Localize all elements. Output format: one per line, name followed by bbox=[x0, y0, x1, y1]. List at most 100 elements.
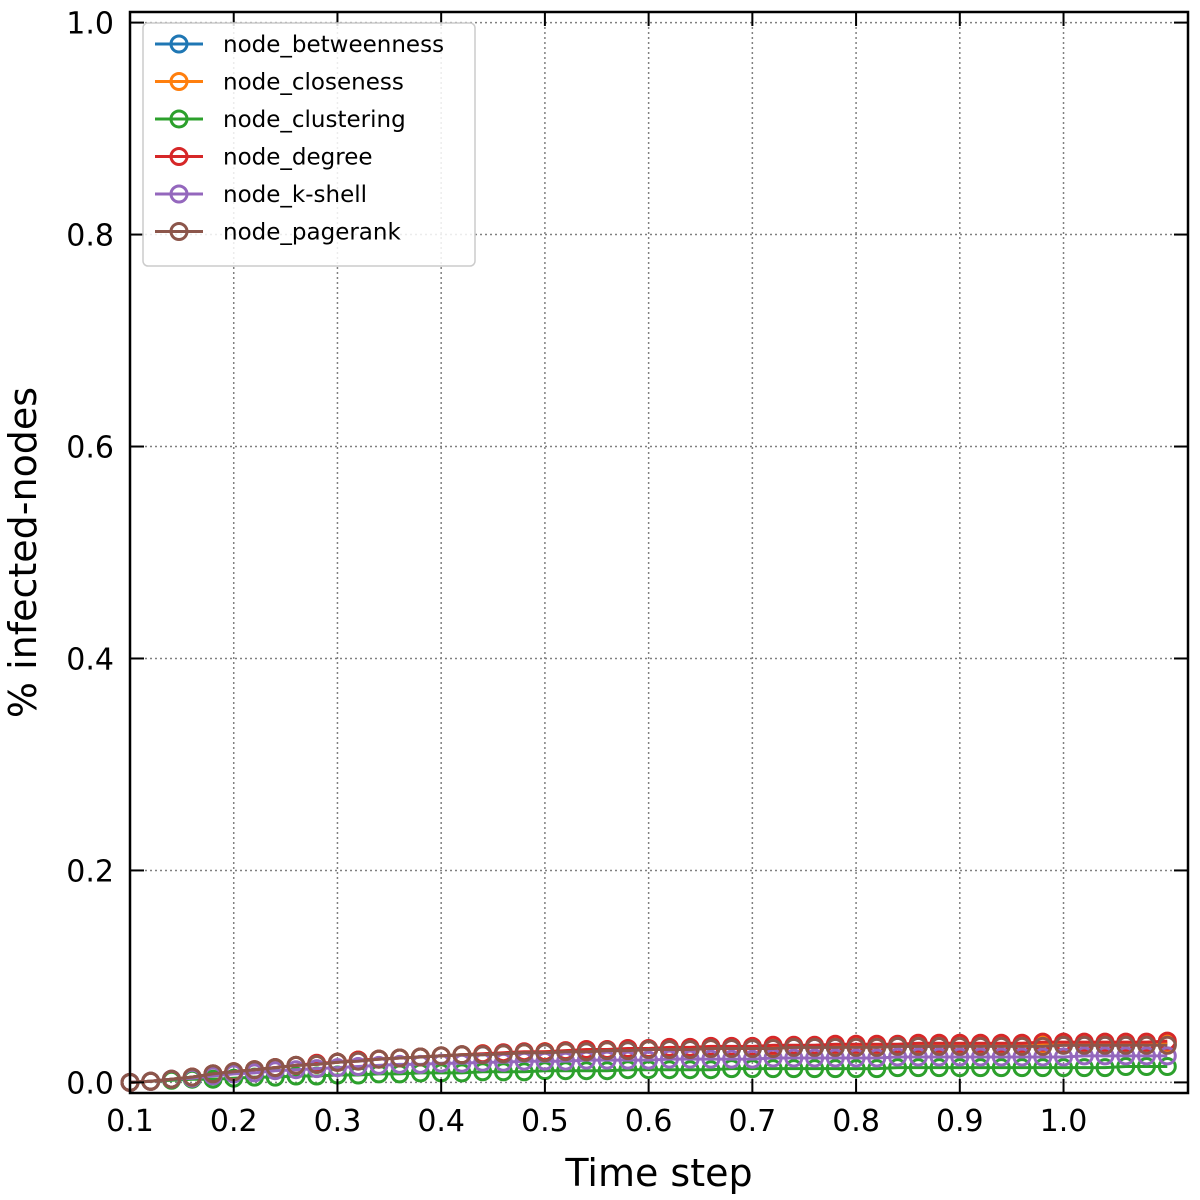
data-point bbox=[1095, 1046, 1115, 1066]
plot-frame bbox=[128, 10, 1190, 1095]
data-point bbox=[1157, 1046, 1177, 1066]
data-point bbox=[182, 1067, 202, 1087]
data-point bbox=[825, 1037, 845, 1057]
data-point bbox=[473, 1045, 493, 1065]
legend-swatch-marker bbox=[169, 222, 189, 241]
legend-label: node_degree bbox=[223, 145, 373, 171]
series-node_pagerank bbox=[120, 1035, 1177, 1092]
data-point bbox=[701, 1039, 721, 1058]
legend-label: node_pagerank bbox=[223, 220, 401, 246]
x-tick-label: 0.2 bbox=[210, 1104, 258, 1139]
data-point bbox=[493, 1044, 513, 1064]
data-point bbox=[245, 1060, 264, 1080]
data-point bbox=[950, 1047, 970, 1067]
legend-swatch-marker bbox=[169, 72, 189, 91]
data-point bbox=[410, 1047, 430, 1067]
data-point bbox=[991, 1036, 1011, 1056]
legend-swatch-marker bbox=[169, 147, 189, 166]
y-tick-label: 0.4 bbox=[66, 642, 114, 677]
data-point bbox=[1137, 1035, 1156, 1055]
data-point bbox=[659, 1060, 679, 1080]
data-point bbox=[514, 1062, 534, 1082]
x-tick-label: 0.7 bbox=[728, 1104, 776, 1139]
y-tick-label: 0.0 bbox=[66, 1066, 114, 1101]
data-point bbox=[1054, 1035, 1073, 1055]
data-point bbox=[991, 1047, 1011, 1067]
data-point bbox=[659, 1049, 679, 1069]
data-point bbox=[908, 1036, 928, 1056]
data-point bbox=[556, 1042, 576, 1062]
data-point bbox=[929, 1036, 949, 1056]
data-point bbox=[1074, 1058, 1094, 1078]
data-point bbox=[390, 1048, 410, 1068]
legend-entry: node_pagerank bbox=[155, 220, 401, 246]
legend-label: node_k-shell bbox=[223, 182, 367, 208]
legend-swatch-marker bbox=[169, 109, 189, 129]
data-point bbox=[950, 1036, 970, 1056]
data-point bbox=[1033, 1047, 1053, 1067]
data-point bbox=[888, 1058, 908, 1078]
data-point bbox=[1116, 1046, 1136, 1066]
data-point bbox=[1157, 1057, 1177, 1076]
data-point bbox=[1074, 1046, 1094, 1066]
data-point bbox=[535, 1043, 555, 1063]
y-tick-label: 0.8 bbox=[66, 219, 114, 254]
data-point bbox=[929, 1058, 949, 1078]
legend-swatch-marker bbox=[169, 184, 189, 204]
data-point bbox=[722, 1049, 742, 1069]
x-tick-label: 0.5 bbox=[521, 1104, 569, 1139]
data-point bbox=[929, 1047, 949, 1067]
data-point bbox=[328, 1058, 347, 1078]
data-point bbox=[1116, 1057, 1136, 1076]
data-point bbox=[1033, 1036, 1053, 1056]
data-point bbox=[1054, 1058, 1073, 1078]
data-point bbox=[1137, 1046, 1156, 1066]
data-point bbox=[1157, 1035, 1177, 1055]
data-point bbox=[286, 1066, 306, 1086]
data-point bbox=[576, 1042, 596, 1062]
data-point bbox=[867, 1037, 887, 1057]
data-point bbox=[369, 1055, 389, 1075]
x-tick-label: 1.0 bbox=[1040, 1104, 1088, 1139]
data-point bbox=[452, 1063, 472, 1083]
legend-entry: node_betweenness bbox=[155, 32, 444, 58]
data-point bbox=[805, 1059, 825, 1079]
data-point bbox=[1074, 1035, 1094, 1055]
data-point bbox=[805, 1037, 825, 1057]
y-tick-label: 0.6 bbox=[66, 431, 114, 466]
data-point bbox=[763, 1039, 783, 1058]
data-point bbox=[618, 1041, 638, 1061]
y-axis-label: % infected-nodes bbox=[1, 387, 45, 718]
data-point bbox=[846, 1037, 866, 1057]
y-tick-label: 1.0 bbox=[66, 7, 114, 42]
data-point bbox=[867, 1059, 887, 1079]
series-layer bbox=[120, 1031, 1177, 1092]
x-tick-label: 0.6 bbox=[625, 1104, 673, 1139]
data-point bbox=[908, 1058, 928, 1078]
data-point bbox=[701, 1049, 721, 1069]
data-point bbox=[680, 1040, 700, 1059]
data-point bbox=[639, 1050, 659, 1070]
data-point bbox=[639, 1040, 659, 1059]
data-point bbox=[1033, 1058, 1053, 1078]
data-point bbox=[825, 1048, 845, 1068]
axis-ticks bbox=[129, 12, 1188, 1093]
data-point bbox=[514, 1043, 534, 1063]
legend-label: node_closeness bbox=[223, 70, 404, 96]
data-point bbox=[1116, 1035, 1136, 1055]
x-tick-label: 0.1 bbox=[106, 1104, 154, 1139]
legend-entry: node_clustering bbox=[155, 107, 406, 133]
data-point bbox=[971, 1047, 990, 1067]
data-point bbox=[452, 1045, 472, 1065]
data-point bbox=[348, 1057, 368, 1076]
data-point bbox=[1054, 1047, 1073, 1067]
data-point bbox=[991, 1058, 1011, 1078]
x-tick-label: 0.4 bbox=[417, 1104, 465, 1139]
data-point bbox=[1137, 1057, 1156, 1076]
data-point bbox=[784, 1059, 804, 1079]
data-point bbox=[680, 1049, 700, 1069]
data-point bbox=[369, 1049, 389, 1069]
legend-label: node_clustering bbox=[223, 107, 406, 133]
data-point bbox=[328, 1052, 347, 1072]
data-point bbox=[307, 1054, 327, 1074]
